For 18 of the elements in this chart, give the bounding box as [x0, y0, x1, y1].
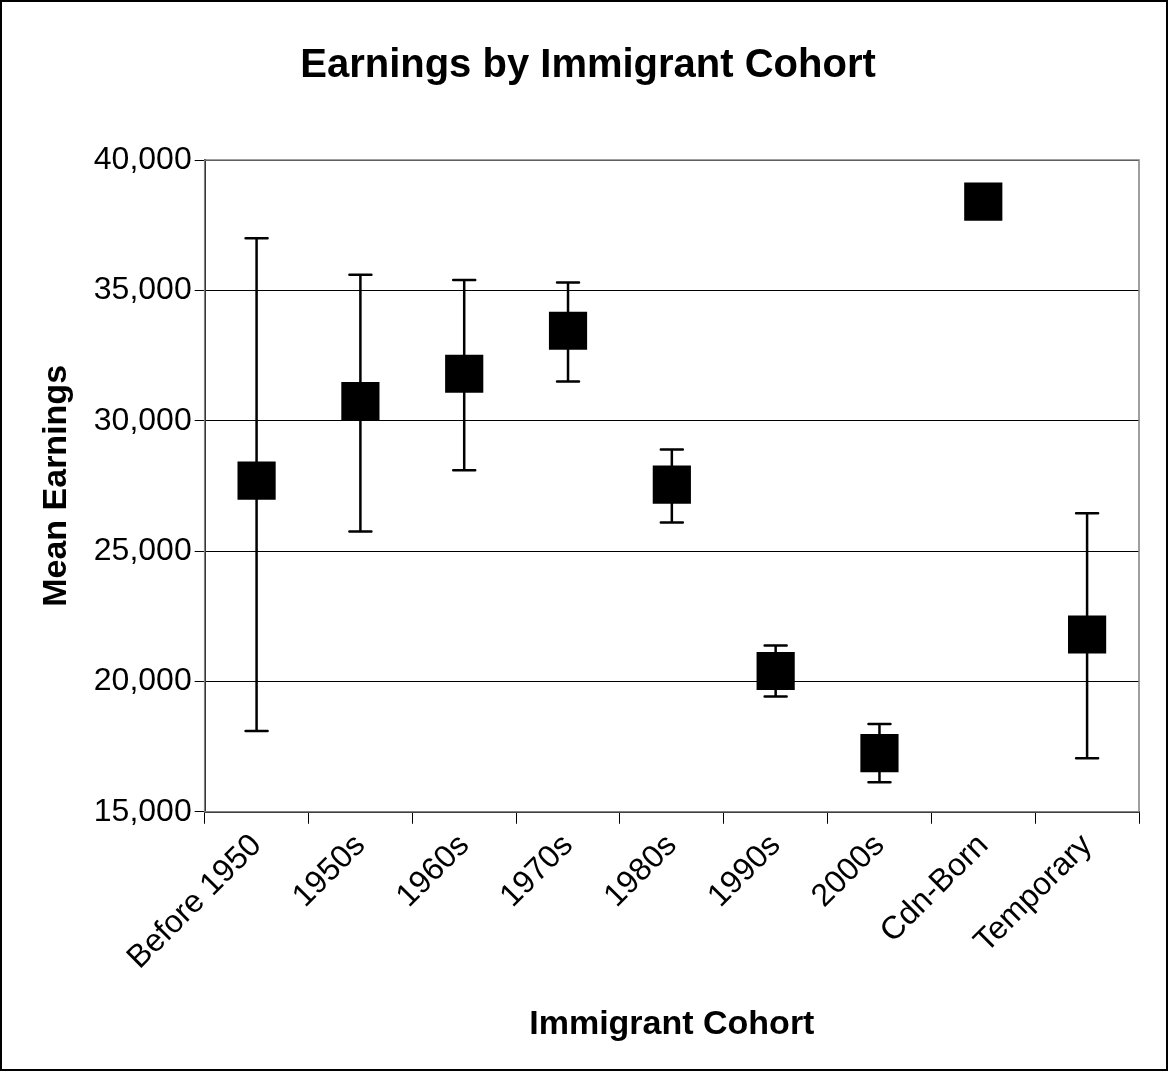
- point: [860, 734, 899, 773]
- point: [652, 465, 691, 504]
- y-axis-title: Mean Earnings: [34, 364, 73, 607]
- point: [445, 354, 484, 393]
- point: [1068, 615, 1107, 654]
- y-tick-label: 15,000: [93, 791, 192, 828]
- y-tick-label: 40,000: [93, 139, 192, 176]
- x-axis-title: Immigrant Cohort: [529, 1002, 815, 1041]
- y-tick-label: 35,000: [93, 270, 192, 307]
- y-tick-label: 20,000: [93, 661, 192, 698]
- point: [964, 182, 1003, 221]
- y-tick-label: 25,000: [93, 530, 192, 567]
- point: [548, 311, 588, 350]
- point: [341, 382, 380, 421]
- y-tick-label: 30,000: [93, 400, 192, 437]
- chart-title: Earnings by Immigrant Cohort: [300, 41, 876, 86]
- point: [237, 461, 276, 500]
- point: [756, 651, 795, 691]
